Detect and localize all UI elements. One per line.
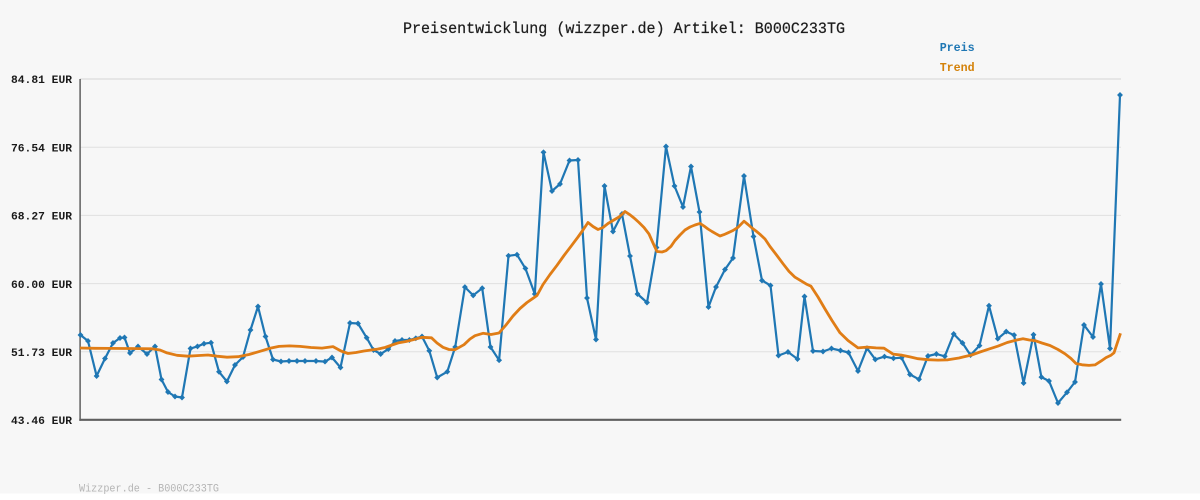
- svg-text:43.46 EUR: 43.46 EUR: [11, 416, 72, 428]
- svg-text:Preis: Preis: [940, 41, 975, 55]
- svg-text:51.73 EUR: 51.73 EUR: [11, 348, 72, 360]
- svg-text:60.00 EUR: 60.00 EUR: [11, 280, 72, 292]
- svg-text:84.81 EUR: 84.81 EUR: [11, 75, 72, 87]
- svg-text:Trend: Trend: [940, 61, 975, 75]
- svg-text:76.54 EUR: 76.54 EUR: [11, 143, 72, 155]
- svg-text:Preisentwicklung (wizzper.de): Preisentwicklung (wizzper.de) Artikel: B…: [403, 20, 845, 38]
- svg-text:68.27 EUR: 68.27 EUR: [11, 212, 72, 224]
- svg-text:Wizzper.de - B000C233TG: Wizzper.de - B000C233TG: [79, 484, 219, 496]
